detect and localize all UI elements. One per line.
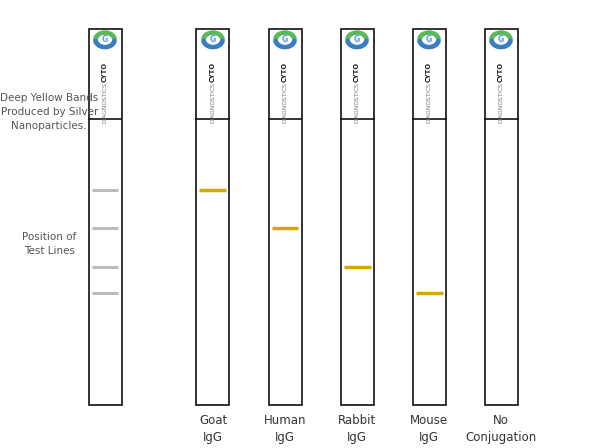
Text: CYTO: CYTO <box>282 62 288 82</box>
Circle shape <box>94 31 116 48</box>
Bar <box>413 29 445 405</box>
Circle shape <box>496 36 506 44</box>
Circle shape <box>280 36 290 44</box>
Text: G: G <box>102 35 108 44</box>
Text: G: G <box>210 35 216 44</box>
Text: DIAGNOSTICS: DIAGNOSTICS <box>211 82 215 123</box>
Text: CYTO: CYTO <box>498 62 504 82</box>
Text: No
Conjugation: No Conjugation <box>466 414 536 444</box>
Circle shape <box>202 31 224 48</box>
Text: G: G <box>354 35 360 44</box>
Circle shape <box>346 31 368 48</box>
Bar <box>341 29 373 405</box>
Text: Mouse
IgG: Mouse IgG <box>410 414 448 444</box>
Text: CYTO: CYTO <box>102 62 108 82</box>
Text: DIAGNOSTICS: DIAGNOSTICS <box>355 82 359 123</box>
Text: Human
IgG: Human IgG <box>264 414 306 444</box>
Circle shape <box>100 36 110 44</box>
Text: DIAGNOSTICS: DIAGNOSTICS <box>283 82 287 123</box>
Text: CYTO: CYTO <box>210 62 216 82</box>
Text: G: G <box>282 35 288 44</box>
Text: CYTO: CYTO <box>426 62 432 82</box>
Bar <box>89 29 121 405</box>
Circle shape <box>424 36 434 44</box>
Text: Position of
Test Lines: Position of Test Lines <box>22 232 76 256</box>
Circle shape <box>208 36 218 44</box>
Text: G: G <box>426 35 432 44</box>
Circle shape <box>418 31 440 48</box>
Text: CYTO: CYTO <box>354 62 360 82</box>
Bar <box>485 29 517 405</box>
Circle shape <box>274 31 296 48</box>
Text: Rabbit
IgG: Rabbit IgG <box>338 414 376 444</box>
Text: DIAGNOSTICS: DIAGNOSTICS <box>427 82 431 123</box>
Circle shape <box>352 36 362 44</box>
Text: Deep Yellow Bands
Produced by Silver
Nanoparticles.: Deep Yellow Bands Produced by Silver Nan… <box>0 93 98 131</box>
Text: G: G <box>498 35 504 44</box>
Bar <box>196 29 229 405</box>
Text: DIAGNOSTICS: DIAGNOSTICS <box>499 82 503 123</box>
Text: Goat
IgG: Goat IgG <box>199 414 227 444</box>
Circle shape <box>490 31 512 48</box>
Bar <box>269 29 302 405</box>
Text: DIAGNOSTICS: DIAGNOSTICS <box>103 82 107 123</box>
